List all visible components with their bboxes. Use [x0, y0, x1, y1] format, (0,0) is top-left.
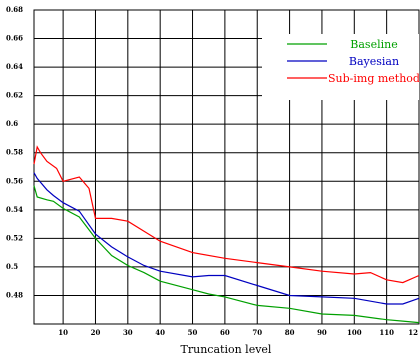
- series-line-bayesian: [33, 172, 420, 305]
- series-lines: [33, 145, 420, 324]
- legend: Baseline Bayesian Sub-img method: [262, 34, 420, 100]
- x-tick-label: 110: [379, 328, 394, 337]
- x-tick-label: 100: [347, 328, 362, 337]
- y-tick-label: 0.54: [6, 205, 23, 214]
- x-tick-label: 40: [155, 328, 165, 337]
- legend-label: Sub-img method: [328, 72, 420, 85]
- legend-label: Bayesian: [349, 55, 399, 68]
- y-tick-label: 0.64: [6, 62, 23, 71]
- x-tick-label: 50: [188, 328, 198, 337]
- x-tick-label: 70: [252, 328, 262, 337]
- series-line-sub-img-method: [33, 145, 420, 284]
- y-tick-label: 0.68: [6, 5, 23, 14]
- y-tick-label: 0.62: [6, 91, 23, 100]
- y-tick-label: 0.5: [6, 262, 18, 271]
- legend-label: Baseline: [350, 38, 397, 51]
- y-tick-label: 0.52: [6, 233, 23, 242]
- y-tick-label: 0.58: [6, 148, 23, 157]
- y-tick-labels: 0.48 0.5 0.52 0.54 0.56 0.58 0.6 0.62 0.64 0.66 0.…: [6, 5, 23, 299]
- x-tick-labels: 10 20 30 40 50 60 70 80 90 100 110 12: [58, 328, 418, 337]
- x-tick-label: 30: [123, 328, 133, 337]
- x-axis-title: Truncation level: [181, 343, 272, 356]
- y-tick-label: 0.6: [6, 119, 18, 128]
- y-tick-label: 0.48: [6, 290, 23, 299]
- y-tick-label: 0.56: [6, 176, 23, 185]
- x-tick-label: 80: [285, 328, 295, 337]
- y-tick-label: 0.66: [6, 34, 23, 43]
- x-tick-label: 90: [317, 328, 327, 337]
- x-tick-label: 10: [58, 328, 68, 337]
- series-line-baseline: [33, 185, 420, 324]
- x-tick-label: 60: [220, 328, 230, 337]
- x-tick-label: 20: [91, 328, 101, 337]
- legend-box: [262, 34, 419, 100]
- x-tick-label: 12: [408, 328, 418, 337]
